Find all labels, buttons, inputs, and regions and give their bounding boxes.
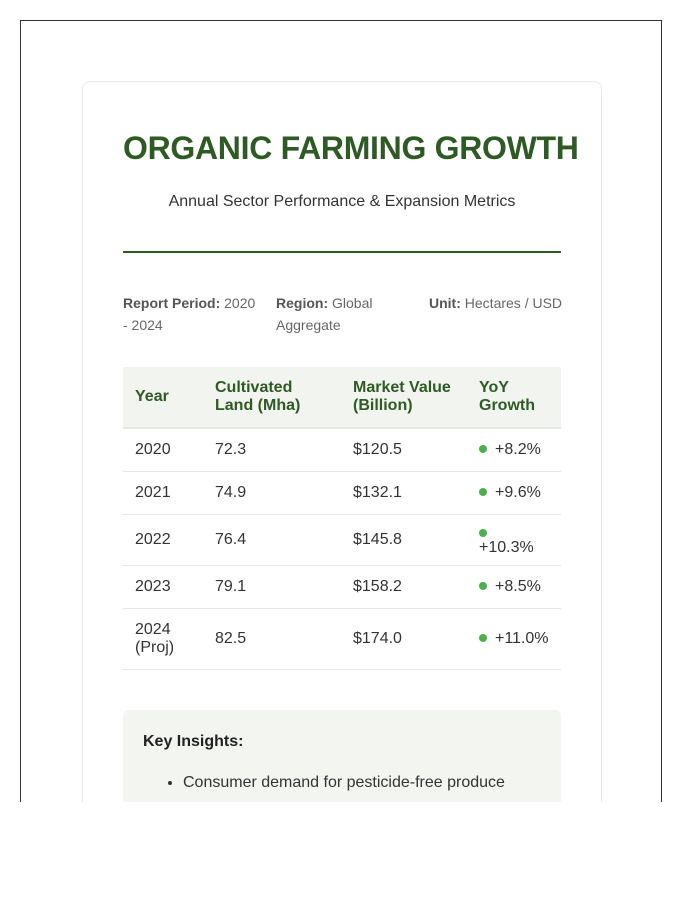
insights-list: Consumer demand for pesticide-free produ… (183, 774, 505, 800)
list-item: Consumer demand for pesticide-free produ… (183, 774, 505, 792)
cell-growth: +9.6% (467, 471, 561, 515)
cell-land: 72.3 (203, 428, 341, 472)
growth-value: +9.6% (495, 483, 541, 501)
cell-market-value: $158.2 (341, 565, 467, 609)
meta-period-value: 2020 - 2024 (123, 295, 256, 333)
meta-region: Region: Global Aggregate (276, 292, 401, 336)
column-header-year: Year (123, 367, 203, 429)
cell-land: 82.5 (203, 608, 341, 670)
cell-land: 79.1 (203, 565, 341, 609)
column-header-land: Cultivated Land (Mha) (203, 367, 341, 429)
page-subtitle: Annual Sector Performance & Expansion Me… (168, 193, 516, 210)
cell-year: 2024 (Proj) (123, 608, 203, 670)
report-card: ORGANIC FARMING GROWTH Annual Sector Per… (82, 81, 602, 802)
growth-value: +11.0% (495, 629, 549, 647)
table-row: 2023 79.1 $158.2 +8.5% (123, 565, 561, 609)
cell-year: 2022 (123, 514, 203, 566)
insights-heading: Key Insights: (143, 733, 244, 750)
growth-table: Year Cultivated Land (Mha) Market Value … (123, 367, 561, 670)
meta-period-label: Report Period: (123, 295, 221, 311)
cell-growth: +8.2% (467, 428, 561, 472)
cell-land: 74.9 (203, 471, 341, 515)
table-header-row: Year Cultivated Land (Mha) Market Value … (123, 367, 561, 429)
meta-report-period: Report Period: 2020 - 2024 (123, 292, 258, 336)
title-divider (123, 251, 561, 253)
growth-value: +10.3% (479, 538, 534, 556)
table-row: 2020 72.3 $120.5 +8.2% (123, 428, 561, 472)
cell-market-value: $132.1 (341, 471, 467, 515)
growth-dot-icon (479, 444, 487, 453)
cell-market-value: $174.0 (341, 608, 467, 670)
key-insights-box: Key Insights: Consumer demand for pestic… (123, 710, 561, 802)
growth-dot-icon (479, 487, 487, 496)
meta-region-value: Global Aggregate (276, 295, 373, 333)
meta-unit-label: Unit: (429, 295, 461, 311)
column-header-yoy-growth: YoY Growth (467, 367, 561, 429)
column-header-market-value: Market Value (Billion) (341, 367, 467, 429)
meta-unit-value: Hectares / USD (464, 295, 563, 311)
growth-value: +8.5% (495, 577, 541, 595)
cell-growth: +10.3% (467, 514, 561, 566)
growth-dot-icon (479, 528, 487, 537)
cell-year: 2021 (123, 471, 203, 515)
meta-unit: Unit: Hectares / USD (429, 292, 569, 314)
meta-region-label: Region: (276, 295, 329, 311)
growth-dot-icon (479, 633, 487, 642)
cell-growth: +8.5% (467, 565, 561, 609)
table-row: 2024 (Proj) 82.5 $174.0 +11.0% (123, 608, 561, 670)
table-row: 2022 76.4 $145.8 +10.3% (123, 514, 561, 566)
cell-market-value: $145.8 (341, 514, 467, 566)
growth-value: +8.2% (495, 440, 541, 458)
cell-growth: +11.0% (467, 608, 561, 670)
table-row: 2021 74.9 $132.1 +9.6% (123, 471, 561, 515)
cell-land: 76.4 (203, 514, 341, 566)
cell-year: 2023 (123, 565, 203, 609)
cell-year: 2020 (123, 428, 203, 472)
page-title: ORGANIC FARMING GROWTH (123, 130, 579, 166)
cell-market-value: $120.5 (341, 428, 467, 472)
page-frame: ORGANIC FARMING GROWTH Annual Sector Per… (20, 20, 662, 802)
growth-dot-icon (479, 581, 487, 590)
